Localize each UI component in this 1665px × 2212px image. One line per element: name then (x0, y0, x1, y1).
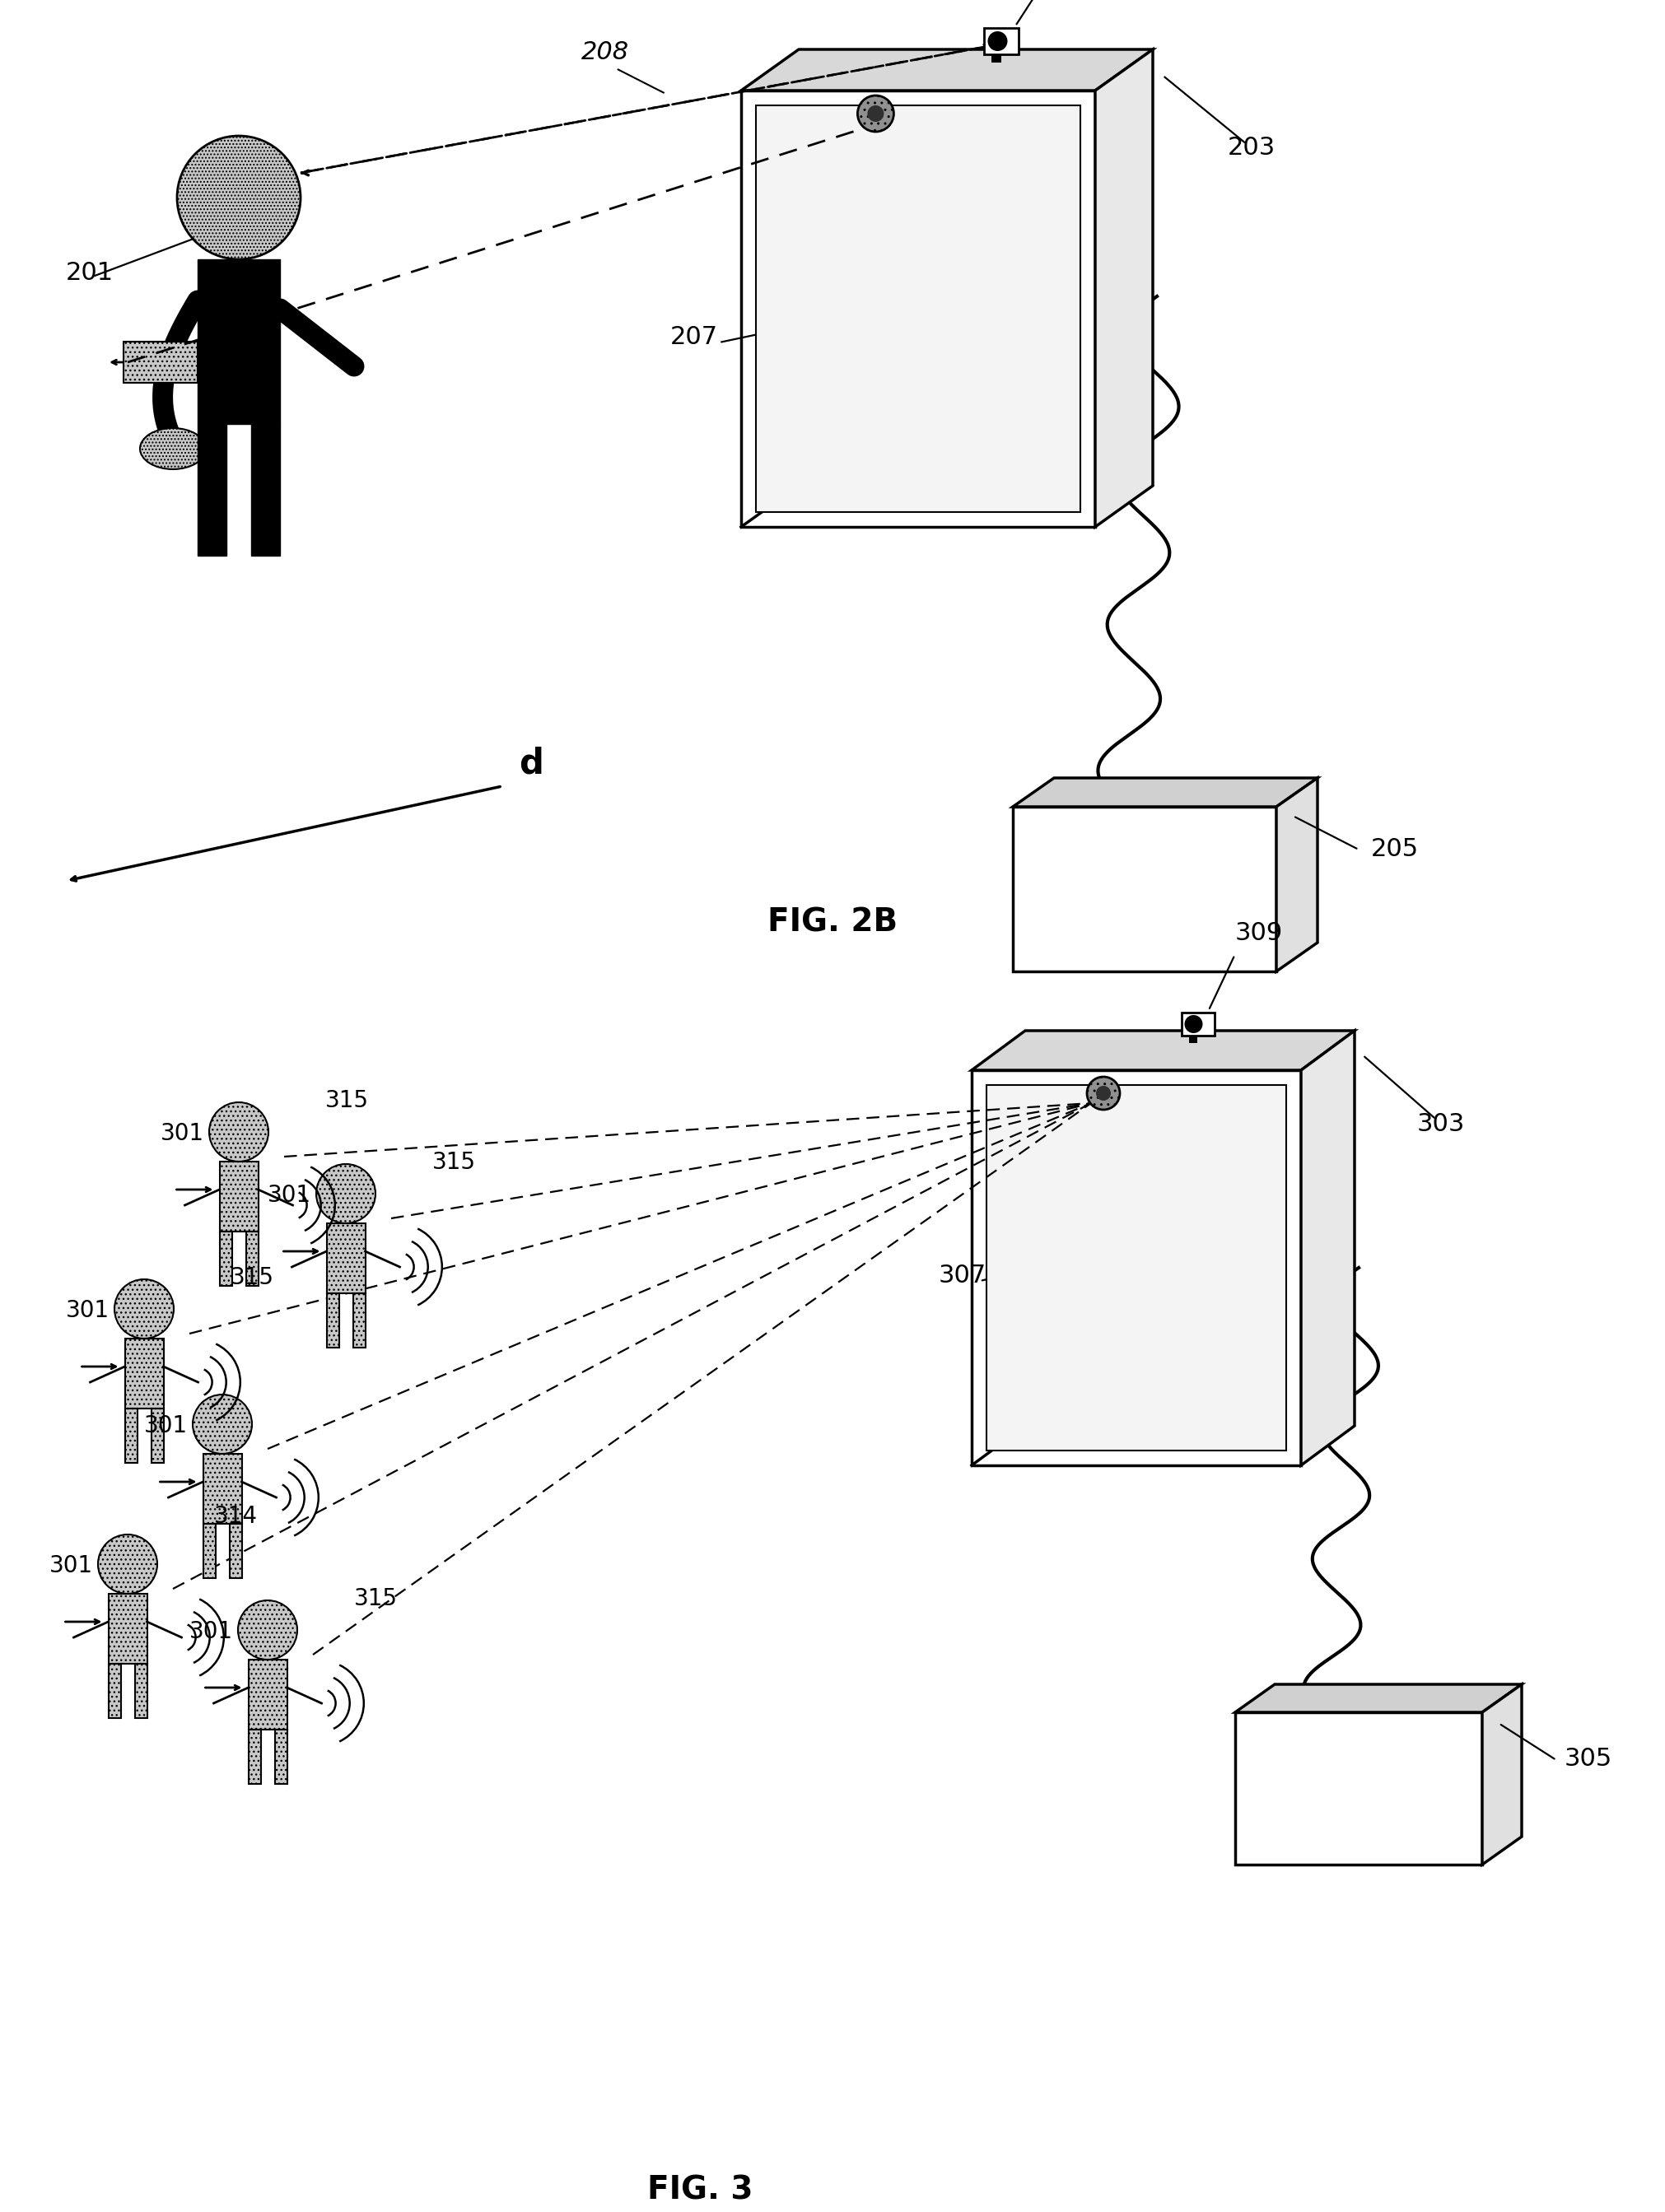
Bar (984, 29, 1019, 55)
Text: 301: 301 (50, 1555, 93, 1577)
Bar (125, 1338, 163, 1409)
Bar (275, 1730, 286, 1783)
Bar (991, 55, 1001, 62)
Circle shape (176, 135, 301, 259)
Text: 315: 315 (325, 1088, 370, 1113)
Bar (248, 1659, 286, 1730)
Bar (125, 1409, 137, 1462)
Circle shape (115, 1279, 173, 1338)
Text: 314: 314 (215, 1504, 258, 1528)
Text: 305: 305 (1565, 1747, 1612, 1772)
Polygon shape (1096, 49, 1152, 526)
Circle shape (98, 1535, 157, 1595)
Polygon shape (1300, 1031, 1355, 1464)
Circle shape (857, 95, 894, 133)
Text: 315: 315 (355, 1588, 398, 1610)
Text: 307: 307 (939, 1263, 987, 1287)
Circle shape (1087, 1077, 1121, 1110)
Bar (123, 341, 198, 383)
Circle shape (316, 1164, 376, 1223)
Text: 301: 301 (67, 1298, 110, 1323)
Text: 201: 201 (67, 261, 113, 285)
Polygon shape (1277, 779, 1317, 971)
Polygon shape (1235, 1712, 1482, 1865)
Bar (135, 1663, 147, 1719)
Bar (326, 1223, 365, 1294)
Bar (353, 1294, 365, 1347)
Text: 205: 205 (1370, 836, 1419, 860)
Bar (220, 1161, 258, 1232)
Polygon shape (1012, 807, 1277, 971)
Bar (251, 425, 280, 555)
Text: 301: 301 (160, 1121, 205, 1146)
Polygon shape (972, 1031, 1355, 1071)
Polygon shape (972, 1071, 1300, 1464)
Circle shape (1184, 1015, 1202, 1033)
Polygon shape (986, 1086, 1287, 1451)
Bar (108, 1663, 120, 1719)
Bar (248, 1730, 261, 1783)
Bar (198, 425, 226, 555)
Polygon shape (1012, 779, 1317, 807)
Circle shape (210, 1102, 268, 1161)
Text: 208: 208 (581, 40, 629, 64)
Bar (203, 1524, 215, 1577)
Bar (198, 259, 280, 425)
Text: FIG. 2B: FIG. 2B (768, 907, 897, 938)
Bar (230, 1524, 241, 1577)
Bar (246, 1232, 258, 1285)
Bar (203, 1453, 241, 1524)
Bar (1180, 1013, 1214, 1035)
Bar (1189, 1035, 1197, 1044)
Text: 303: 303 (1417, 1113, 1465, 1135)
Text: d: d (519, 748, 543, 781)
Circle shape (193, 1394, 251, 1453)
Circle shape (867, 106, 884, 122)
Text: FIG. 3: FIG. 3 (648, 2174, 753, 2205)
Text: 301: 301 (145, 1413, 188, 1438)
Bar (220, 1232, 231, 1285)
Text: 301: 301 (268, 1183, 311, 1208)
Circle shape (1096, 1086, 1111, 1102)
Polygon shape (741, 91, 1096, 526)
Polygon shape (756, 106, 1081, 511)
Text: 203: 203 (1227, 137, 1275, 159)
Text: 315: 315 (230, 1265, 275, 1290)
Bar (108, 1595, 147, 1663)
Ellipse shape (140, 429, 206, 469)
Polygon shape (741, 49, 1152, 91)
Text: 207: 207 (669, 325, 718, 349)
Polygon shape (1235, 1683, 1522, 1712)
Circle shape (987, 31, 1007, 51)
Bar (326, 1294, 340, 1347)
Circle shape (238, 1599, 298, 1659)
Bar (152, 1409, 163, 1462)
Text: 301: 301 (190, 1619, 233, 1644)
Text: 315: 315 (433, 1150, 476, 1175)
Text: 309: 309 (1235, 920, 1282, 945)
Polygon shape (1482, 1683, 1522, 1865)
